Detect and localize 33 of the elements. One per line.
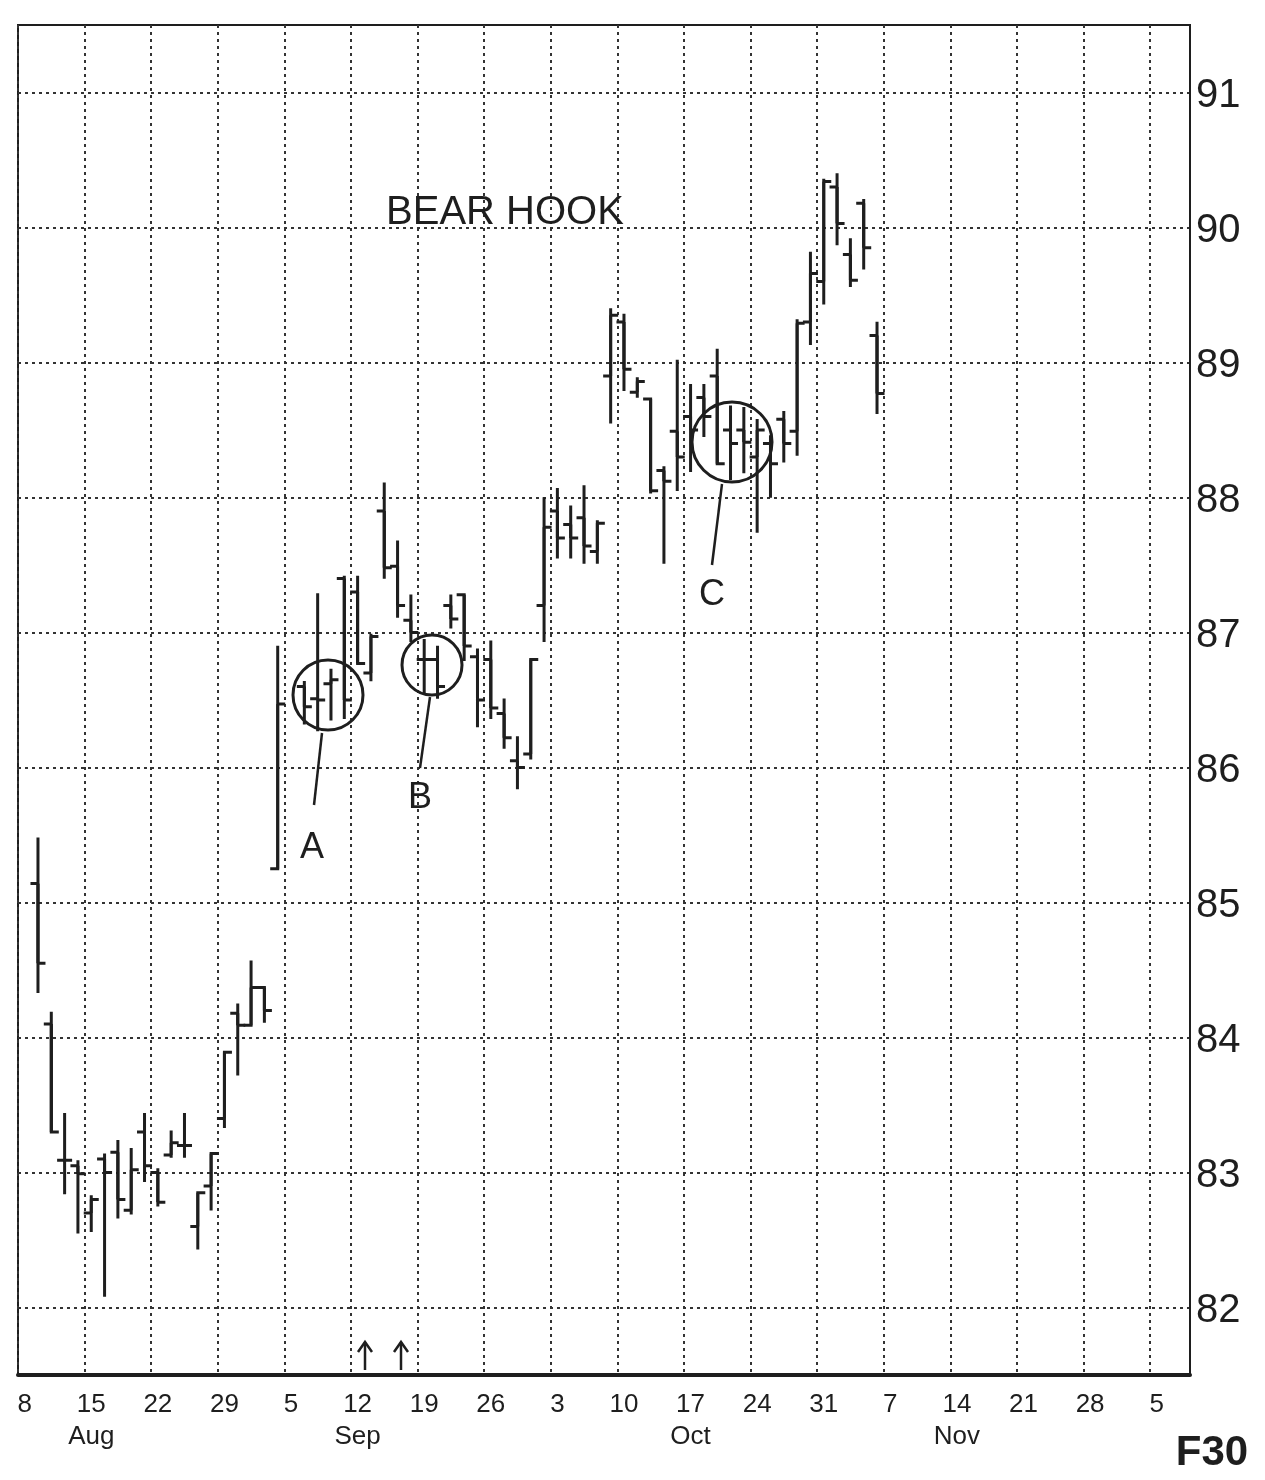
x-tick-label: 7 [883,1388,898,1418]
x-tick-label: 15 Aug [68,1388,115,1450]
y-tick-label: 84 [1196,1015,1241,1060]
annotation: A [299,824,325,866]
y-tick-label: 86 [1196,745,1241,790]
y-tick-label: 82 [1196,1285,1241,1330]
x-tick-label: 10 [609,1388,639,1418]
x-tick-label: 22 [143,1388,173,1418]
x-tick-label: 5 [1149,1388,1164,1418]
x-tick-label: 17 Oct [670,1388,712,1450]
x-tick-label: 3 [550,1388,565,1418]
x-tick-label: 24 [742,1388,772,1418]
x-tick-label: 26 [476,1388,506,1418]
text: F30 [1175,1426,1249,1474]
x-tick-label: 14 Nov [933,1388,981,1450]
y-tick-label: 90 [1196,205,1241,250]
x-tick-label: 21 [1009,1388,1038,1418]
x-tick-label: 29 [209,1388,239,1418]
y-tick-label: 88 [1196,475,1241,520]
y-tick-label: 91 [1196,70,1241,115]
x-tick-label: 8 [17,1388,32,1418]
annotation: BEAR HOOK [386,188,625,232]
annotation: B [407,774,433,816]
x-tick-label: 31 [809,1388,839,1418]
y-tick-label: 89 [1196,340,1241,385]
annotation: C [699,571,725,613]
x-tick-label: 5 [283,1388,299,1418]
x-tick-label: 19 [409,1388,439,1418]
y-tick-label: 85 [1196,880,1241,925]
y-tick-label: 87 [1196,610,1241,655]
y-tick-label: 83 [1196,1150,1241,1195]
x-tick-label: 12 Sep [334,1388,381,1450]
x-tick-label: 28 [1075,1388,1105,1418]
